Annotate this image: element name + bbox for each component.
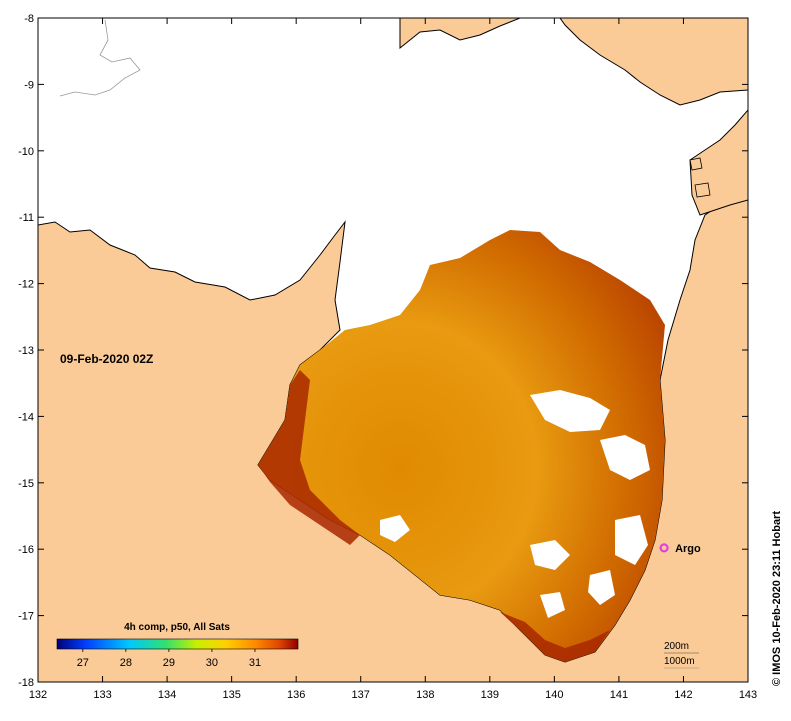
colorbar-tick-label: 30: [206, 657, 218, 669]
credit-label: © IMOS 10-Feb-2020 23:11 Hobart: [771, 511, 783, 686]
x-tick-label: 143: [739, 689, 757, 701]
colorbar-title: 4h comp, p50, All Sats: [124, 622, 230, 633]
y-tick-label: -17: [18, 611, 34, 623]
colorbar-tick-label: 31: [249, 657, 261, 669]
cloud-gap: [380, 515, 410, 542]
y-tick-label: -18: [18, 677, 34, 689]
depth-label-200m: 200m: [664, 641, 689, 652]
date-label: 09-Feb-2020 02Z: [60, 352, 153, 366]
cloud-gap: [530, 390, 610, 432]
colorbar-tick-label: 29: [163, 657, 175, 669]
y-tick-label: -13: [18, 345, 34, 357]
y-tick-label: -10: [18, 146, 34, 158]
x-tick-label: 133: [93, 689, 111, 701]
sst-warm-west-coast: [258, 370, 360, 545]
colorbar: 4h comp, p50, All Sats 27 28 29 30 31: [56, 622, 299, 669]
x-tick-label: 139: [481, 689, 499, 701]
cloud-gap: [615, 515, 648, 565]
x-axis: 132 133 134 135 136 137 138 139 140 141 142 143: [29, 18, 757, 701]
depth-legend: 200m 1000m: [664, 641, 699, 669]
y-tick-label: -11: [19, 212, 34, 224]
x-tick-label: 134: [158, 689, 176, 701]
x-tick-label: 141: [610, 689, 628, 701]
x-tick-label: 135: [222, 689, 240, 701]
colorbar-gradient: [56, 638, 299, 650]
argo-marker[interactable]: Argo: [659, 543, 701, 555]
sst-warm-south-coast: [500, 612, 610, 662]
island: [689, 157, 703, 171]
land-new-guinea: [399, 18, 748, 106]
colorbar-ticks: 27 28 29 30 31: [77, 649, 261, 669]
x-tick-label: 138: [416, 689, 434, 701]
x-tick-label: 132: [29, 689, 47, 701]
x-tick-label: 142: [674, 689, 692, 701]
cloud-gap: [588, 570, 615, 605]
cloud-gap: [530, 540, 570, 570]
cloud-gap: [600, 435, 650, 480]
y-tick-label: -14: [18, 411, 34, 423]
coastline-west-outline: [59, 19, 141, 97]
argo-label: Argo: [675, 543, 701, 555]
y-tick-label: -12: [18, 279, 34, 291]
y-tick-label: -9: [24, 79, 34, 91]
y-tick-label: -15: [18, 478, 34, 490]
x-tick-label: 136: [287, 689, 305, 701]
y-tick-label: -16: [18, 544, 34, 556]
depth-label-1000m: 1000m: [664, 656, 695, 667]
colorbar-tick-label: 28: [120, 657, 132, 669]
x-tick-label: 137: [352, 689, 370, 701]
y-axis: -8 -9 -10 -11 -12 -13 -14 -15 -16 -17 -18: [18, 13, 748, 689]
island: [694, 182, 711, 198]
colorbar-tick-label: 27: [77, 657, 89, 669]
x-tick-label: 140: [545, 689, 563, 701]
y-tick-label: -8: [24, 13, 34, 25]
argo-float-icon[interactable]: [659, 543, 669, 553]
cloud-gap: [540, 592, 565, 618]
